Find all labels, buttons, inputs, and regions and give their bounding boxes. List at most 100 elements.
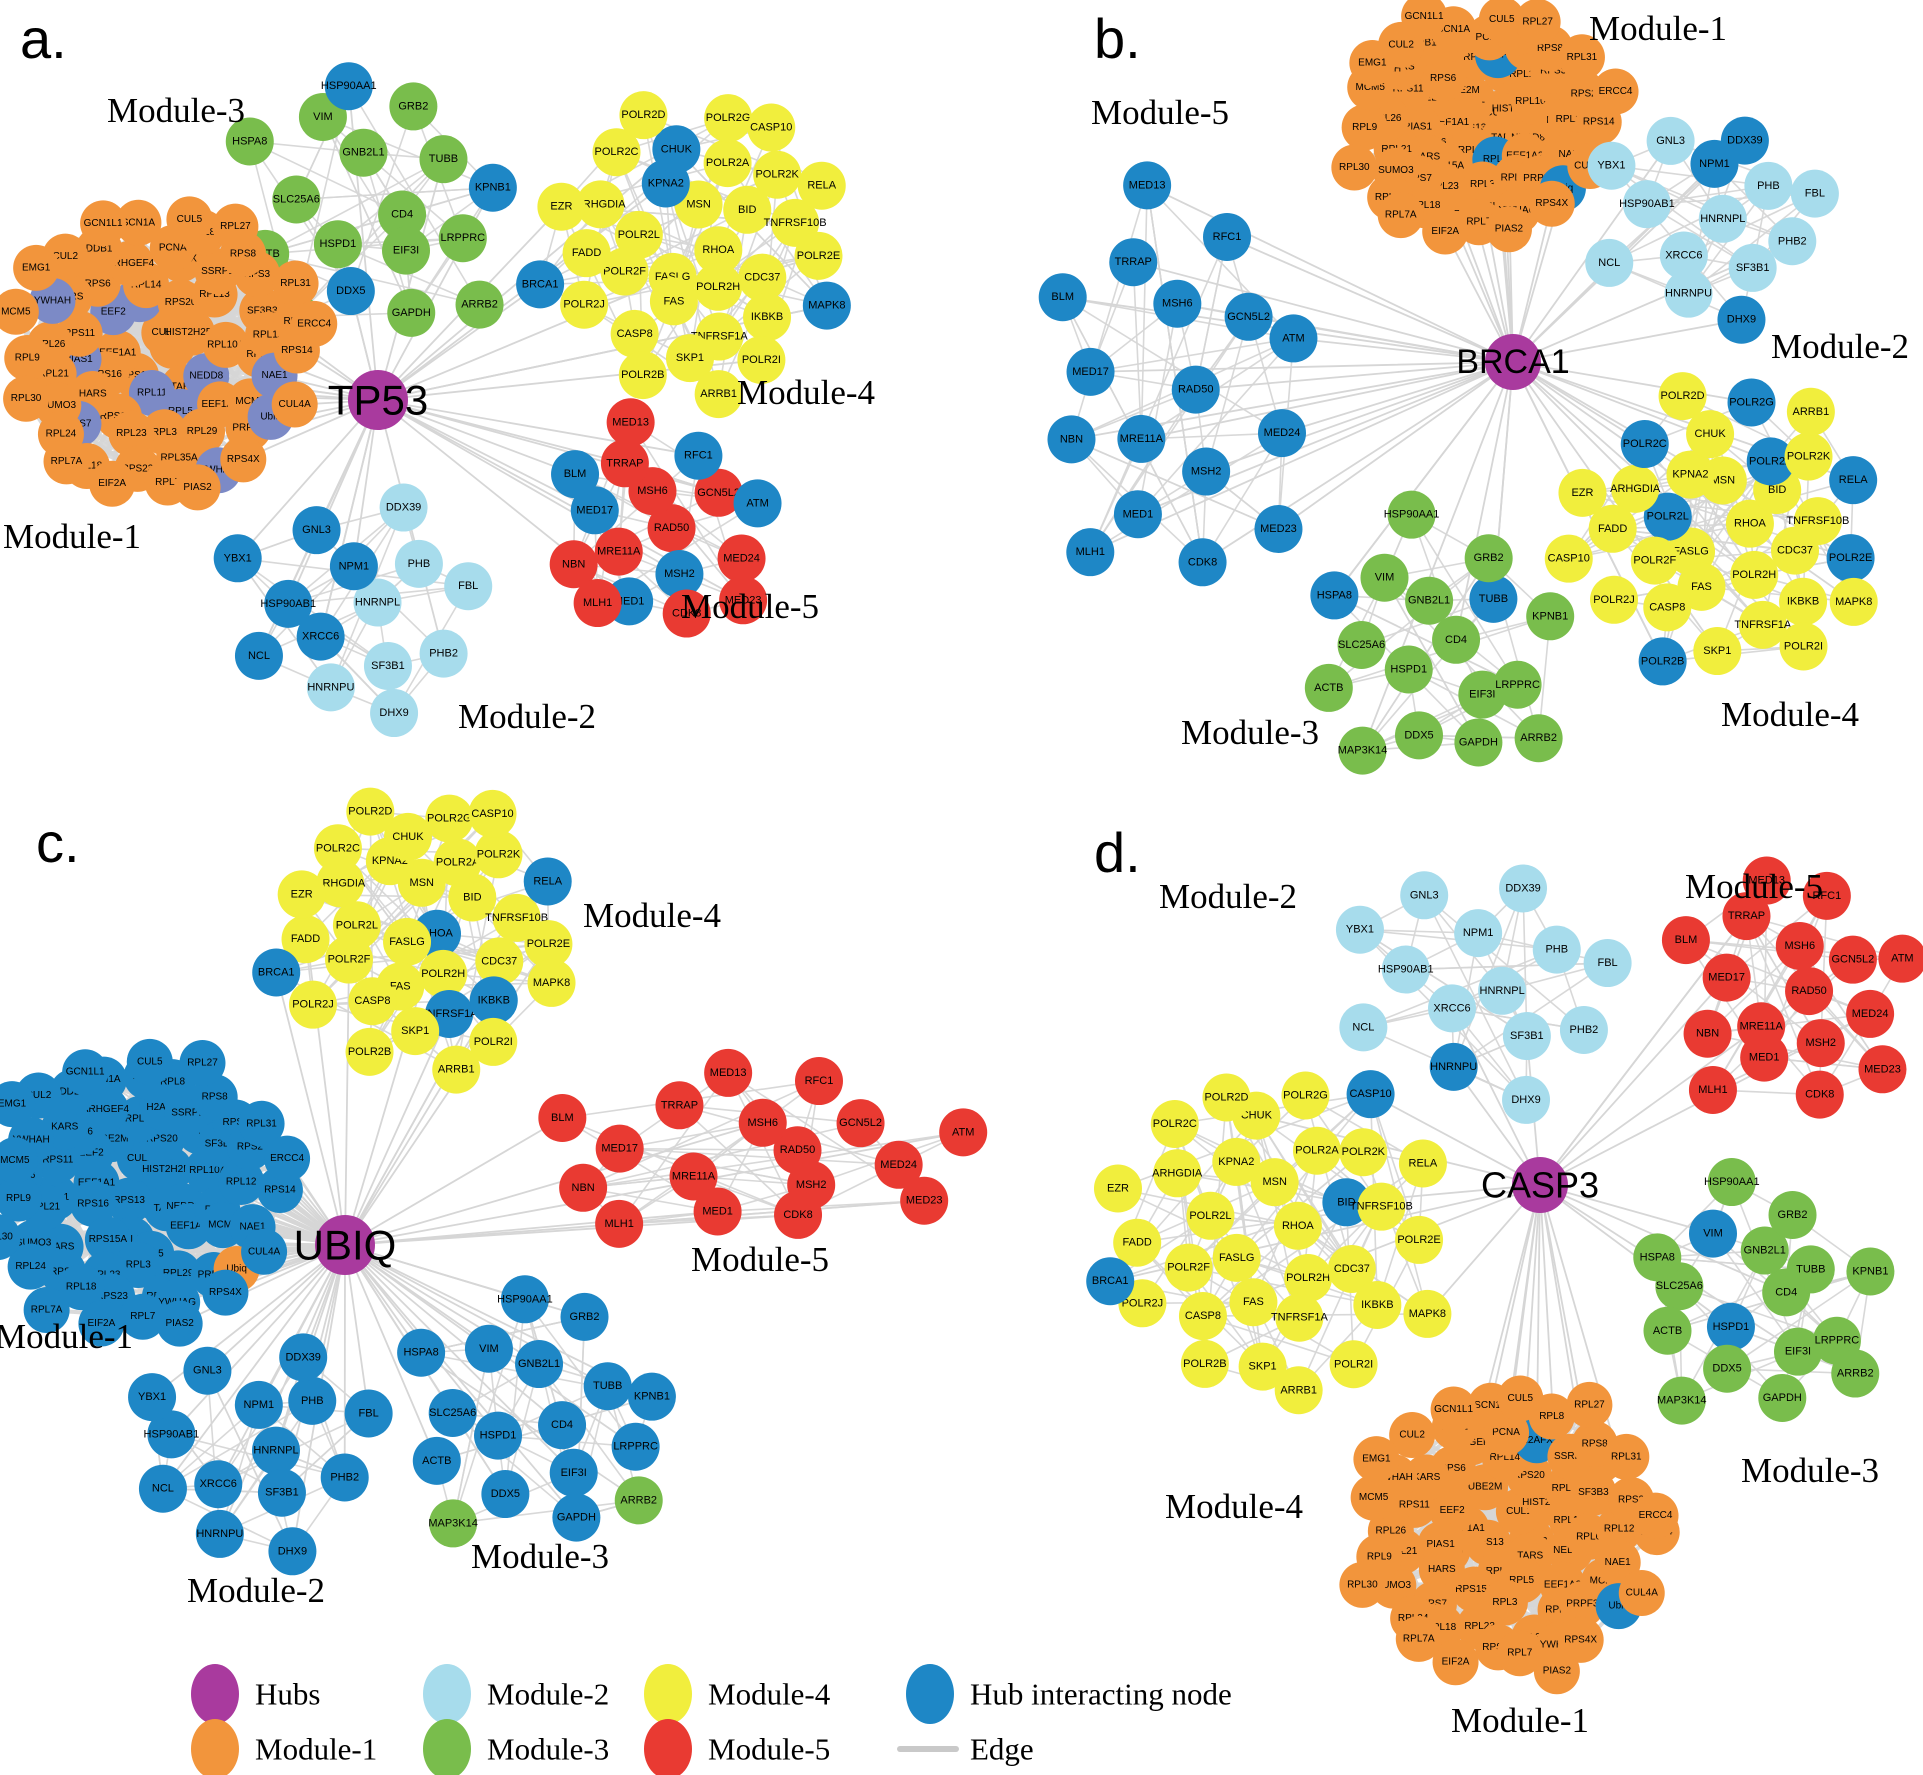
legend-swatch-m3 bbox=[423, 1719, 471, 1775]
node-LRPPRC: LRPPRC bbox=[1493, 660, 1542, 709]
node-BLM: BLM bbox=[538, 1093, 587, 1142]
node-ARRB2: ARRB2 bbox=[1514, 714, 1563, 763]
node-CASP8: CASP8 bbox=[1643, 583, 1692, 632]
node-PHB: PHB bbox=[1744, 161, 1793, 210]
node-POLR2K: POLR2K bbox=[753, 150, 802, 199]
node-ACTB: ACTB bbox=[412, 1436, 461, 1485]
node-MSH2: MSH2 bbox=[1796, 1019, 1845, 1068]
node-RPL30: RPL30 bbox=[1331, 144, 1378, 191]
node-ERCC4: ERCC4 bbox=[264, 1135, 311, 1182]
node-CASP10: CASP10 bbox=[747, 103, 796, 152]
node-POLR2E: POLR2E bbox=[794, 231, 843, 280]
node-HSP90AB1: HSP90AB1 bbox=[1619, 180, 1675, 229]
node-HSP90AA1: HSP90AA1 bbox=[497, 1275, 553, 1324]
node-POLR2I: POLR2I bbox=[1329, 1340, 1378, 1389]
node-GAPDH: GAPDH bbox=[552, 1493, 601, 1542]
hub-edges-c-module-3 bbox=[344, 1244, 653, 1519]
panel-d: HNRNPLXRCC6NPM1SF3B1HSP90AB1PHBHNRNPUGNL… bbox=[1086, 821, 1923, 1740]
hub-node-CASP3: CASP3 bbox=[1481, 1157, 1599, 1213]
node-MED13: MED13 bbox=[704, 1048, 753, 1097]
node-YBX1: YBX1 bbox=[213, 534, 262, 583]
node-MSH6: MSH6 bbox=[738, 1098, 787, 1147]
node-TUBB: TUBB bbox=[1469, 574, 1518, 623]
node-MED1: MED1 bbox=[1113, 490, 1162, 539]
node-RPL7A: RPL7A bbox=[1377, 192, 1424, 239]
node-SKP1: SKP1 bbox=[391, 1007, 440, 1056]
node-SLC25A6: SLC25A6 bbox=[1337, 621, 1386, 670]
legend-label: Hub interacting node bbox=[970, 1677, 1232, 1712]
node-RPL31: RPL31 bbox=[272, 260, 319, 307]
node-BLM: BLM bbox=[1661, 916, 1710, 965]
node-GCN5L2: GCN5L2 bbox=[836, 1099, 885, 1148]
legend-item-module-1: Module-1 bbox=[191, 1719, 377, 1775]
node-POLR2B: POLR2B bbox=[345, 1027, 394, 1076]
node-POLR2C: POLR2C bbox=[1620, 420, 1669, 469]
node-IKBKB: IKBKB bbox=[1353, 1280, 1402, 1329]
node-EIF2A: EIF2A bbox=[1422, 208, 1469, 255]
node-CDK8: CDK8 bbox=[1178, 538, 1227, 587]
node-PIAS2: PIAS2 bbox=[156, 1300, 203, 1347]
node-ATM: ATM bbox=[939, 1108, 988, 1157]
node-RPL27: RPL27 bbox=[179, 1040, 226, 1087]
node-HNRNPU: HNRNPU bbox=[1664, 269, 1713, 318]
node-KPNB1: KPNB1 bbox=[1846, 1247, 1895, 1296]
node-RPL7A: RPL7A bbox=[43, 438, 90, 485]
node-HSPA8: HSPA8 bbox=[1310, 571, 1359, 620]
node-POLR2A: POLR2A bbox=[1292, 1126, 1341, 1175]
node-ACTB: ACTB bbox=[1304, 663, 1353, 712]
panel-c-nodes-layer: RHOAFASLGMSNPOLR2HPOLR2LBIDFASKPNA2CDC37… bbox=[0, 787, 988, 1576]
node-POLR2H: POLR2H bbox=[694, 262, 743, 311]
node-MAPK8: MAPK8 bbox=[1829, 577, 1878, 626]
node-CDK8: CDK8 bbox=[774, 1190, 823, 1239]
node-MAPK8: MAPK8 bbox=[527, 958, 576, 1007]
module-label-b-module-2: Module-2 bbox=[1771, 327, 1909, 366]
legend-swatch-m4 bbox=[644, 1664, 692, 1724]
node-KPNB1: KPNB1 bbox=[627, 1372, 676, 1421]
node-NPM1: NPM1 bbox=[1454, 909, 1503, 958]
node-RAD50: RAD50 bbox=[1171, 365, 1220, 414]
legend-label: Module-3 bbox=[487, 1732, 609, 1767]
node-GRB2: GRB2 bbox=[1768, 1190, 1817, 1239]
panel-a: CD4HSPD1GNB2L1EIF3ISLC25A6TUBBDDX5VIMLRP… bbox=[0, 7, 875, 738]
module-label-a-module-1: Module-1 bbox=[3, 517, 141, 556]
node-HSPD1: HSPD1 bbox=[474, 1411, 523, 1460]
node-ATM: ATM bbox=[733, 479, 782, 528]
node-CUL4A: CUL4A bbox=[271, 381, 318, 428]
node-RPL30: RPL30 bbox=[1339, 1561, 1386, 1608]
node-GNB2L1: GNB2L1 bbox=[515, 1340, 564, 1389]
node-MAPK8: MAPK8 bbox=[802, 281, 851, 330]
node-TUBB: TUBB bbox=[583, 1362, 632, 1411]
node-RELA: RELA bbox=[797, 161, 846, 210]
node-ERCC4: ERCC4 bbox=[1632, 1492, 1679, 1539]
node-NBN: NBN bbox=[559, 1163, 608, 1212]
module-label-c-module-2: Module-2 bbox=[187, 1571, 325, 1610]
panel-c: RHOAFASLGMSNPOLR2HPOLR2LBIDFASKPNA2CDC37… bbox=[0, 787, 988, 1610]
hub-label: BRCA1 bbox=[1456, 343, 1569, 381]
node-NCL: NCL bbox=[1585, 238, 1634, 287]
node-PIAS2: PIAS2 bbox=[1485, 206, 1532, 253]
node-HSPD1: HSPD1 bbox=[313, 220, 362, 269]
node-FAS: FAS bbox=[649, 277, 698, 326]
node-ARRB1: ARRB1 bbox=[694, 370, 743, 419]
node-RPL27: RPL27 bbox=[1566, 1381, 1613, 1428]
node-CASP10: CASP10 bbox=[1346, 1070, 1395, 1119]
hub-node-BRCA1: BRCA1 bbox=[1456, 334, 1570, 390]
node-EIF2A: EIF2A bbox=[89, 460, 136, 507]
node-RHOA: RHOA bbox=[1273, 1201, 1322, 1250]
node-MSH2: MSH2 bbox=[1182, 447, 1231, 496]
node-NPM1: NPM1 bbox=[329, 542, 378, 591]
node-SF3B1: SF3B1 bbox=[1728, 243, 1777, 292]
node-POLR2E: POLR2E bbox=[1826, 534, 1875, 583]
module-label-c-module-3: Module-3 bbox=[471, 1537, 609, 1576]
node-NBN: NBN bbox=[1047, 415, 1096, 464]
node-EZR: EZR bbox=[277, 870, 326, 919]
legend-swatch-hubnode bbox=[906, 1664, 954, 1724]
node-DDX39: DDX39 bbox=[379, 483, 428, 532]
node-FADD: FADD bbox=[562, 229, 611, 278]
module-label-d-module-2: Module-2 bbox=[1159, 877, 1297, 916]
node-POLR2J: POLR2J bbox=[1590, 575, 1639, 624]
node-CUL5: CUL5 bbox=[1497, 1375, 1544, 1422]
node-CUL4A: CUL4A bbox=[1618, 1570, 1665, 1617]
node-EIF3I: EIF3I bbox=[382, 226, 431, 275]
node-GAPDH: GAPDH bbox=[1454, 718, 1503, 767]
